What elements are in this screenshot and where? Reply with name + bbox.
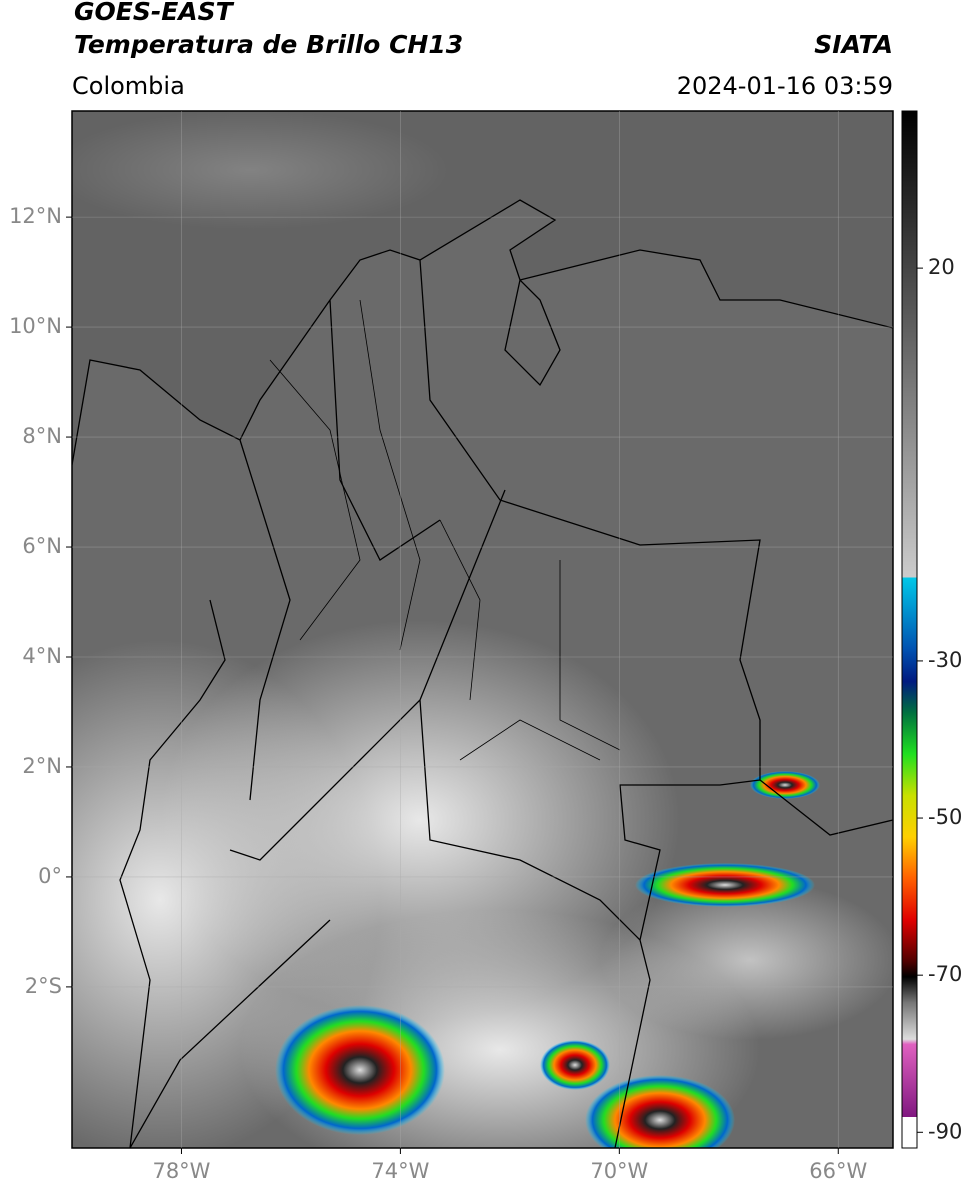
colorbar-tick-label: 20 bbox=[928, 255, 955, 279]
x-tick-label: 70°W bbox=[590, 1159, 648, 1183]
y-tick-label: 4°N bbox=[22, 644, 62, 668]
colorbar-tick-label: -50 bbox=[928, 805, 962, 829]
y-tick-label: 8°N bbox=[22, 424, 62, 448]
y-tick-label: 2°N bbox=[22, 754, 62, 778]
title: GOES-EAST bbox=[74, 0, 235, 26]
colorbar bbox=[901, 110, 918, 1149]
colorbar-tick-label: -90 bbox=[928, 1119, 962, 1143]
source: SIATA bbox=[814, 30, 893, 59]
datetime: 2024-01-16 03:59 bbox=[677, 72, 893, 100]
y-tick-label: 6°N bbox=[22, 534, 62, 558]
region: Colombia bbox=[72, 72, 185, 100]
colorbar-tick-label: -30 bbox=[928, 648, 962, 672]
x-tick-label: 66°W bbox=[809, 1159, 867, 1183]
y-tick-label: 2°S bbox=[25, 974, 62, 998]
y-tick-label: 10°N bbox=[9, 314, 62, 338]
x-tick-label: 74°W bbox=[371, 1159, 429, 1183]
x-tick-label: 78°W bbox=[152, 1159, 210, 1183]
subtitle: Temperatura de Brillo CH13 bbox=[74, 30, 463, 59]
colorbar-tick-label: -70 bbox=[928, 962, 962, 986]
y-tick-label: 0° bbox=[38, 864, 62, 888]
map-frame bbox=[71, 110, 894, 1149]
satellite-image bbox=[72, 111, 893, 1148]
y-tick-label: 12°N bbox=[9, 204, 62, 228]
